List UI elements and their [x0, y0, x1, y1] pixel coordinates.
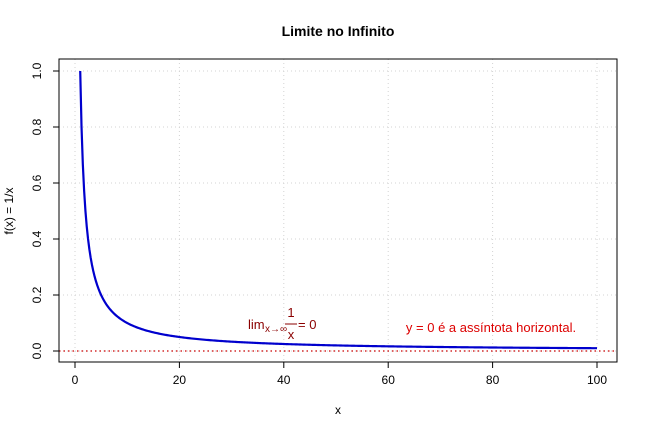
- chart-title: Limite no Infinito: [282, 23, 395, 39]
- x-tick-label-5: 100: [587, 373, 607, 387]
- y-axis: 0.0 0.2 0.4 0.6 0.8 1.0: [30, 62, 60, 359]
- plot-box: [58, 58, 618, 363]
- y-tick-label-4: 0.8: [30, 118, 44, 135]
- limit-subscript: x→∞: [265, 324, 287, 335]
- limit-annotation: lim x→∞ 1 x = 0: [248, 305, 316, 342]
- x-tick-label-0: 0: [72, 373, 79, 387]
- series-line-1-over-x: [79, 70, 598, 350]
- x-tick-label-4: 80: [486, 373, 500, 387]
- y-tick-label-3: 0.6: [30, 174, 44, 191]
- x-tick-label-2: 40: [277, 373, 291, 387]
- x-axis: 0 20 40 60 80 100: [72, 361, 607, 387]
- limit-denominator: x: [288, 327, 295, 342]
- limit-numerator: 1: [287, 305, 294, 320]
- y-tick-label-5: 1.0: [30, 62, 44, 79]
- x-tick-label-3: 60: [382, 373, 396, 387]
- y-tick-label-0: 0.0: [30, 342, 44, 359]
- asymptote-annotation: y = 0 é a assíntota horizontal.: [406, 320, 576, 335]
- limit-lim: lim: [248, 317, 265, 332]
- x-tick-label-1: 20: [173, 373, 187, 387]
- y-axis-label: f(x) = 1/x: [2, 187, 16, 234]
- limit-rhs: = 0: [298, 317, 316, 332]
- grid: [59, 59, 617, 362]
- y-tick-label-1: 0.2: [30, 286, 44, 303]
- x-axis-label: x: [335, 403, 341, 417]
- y-tick-label-2: 0.4: [30, 230, 44, 247]
